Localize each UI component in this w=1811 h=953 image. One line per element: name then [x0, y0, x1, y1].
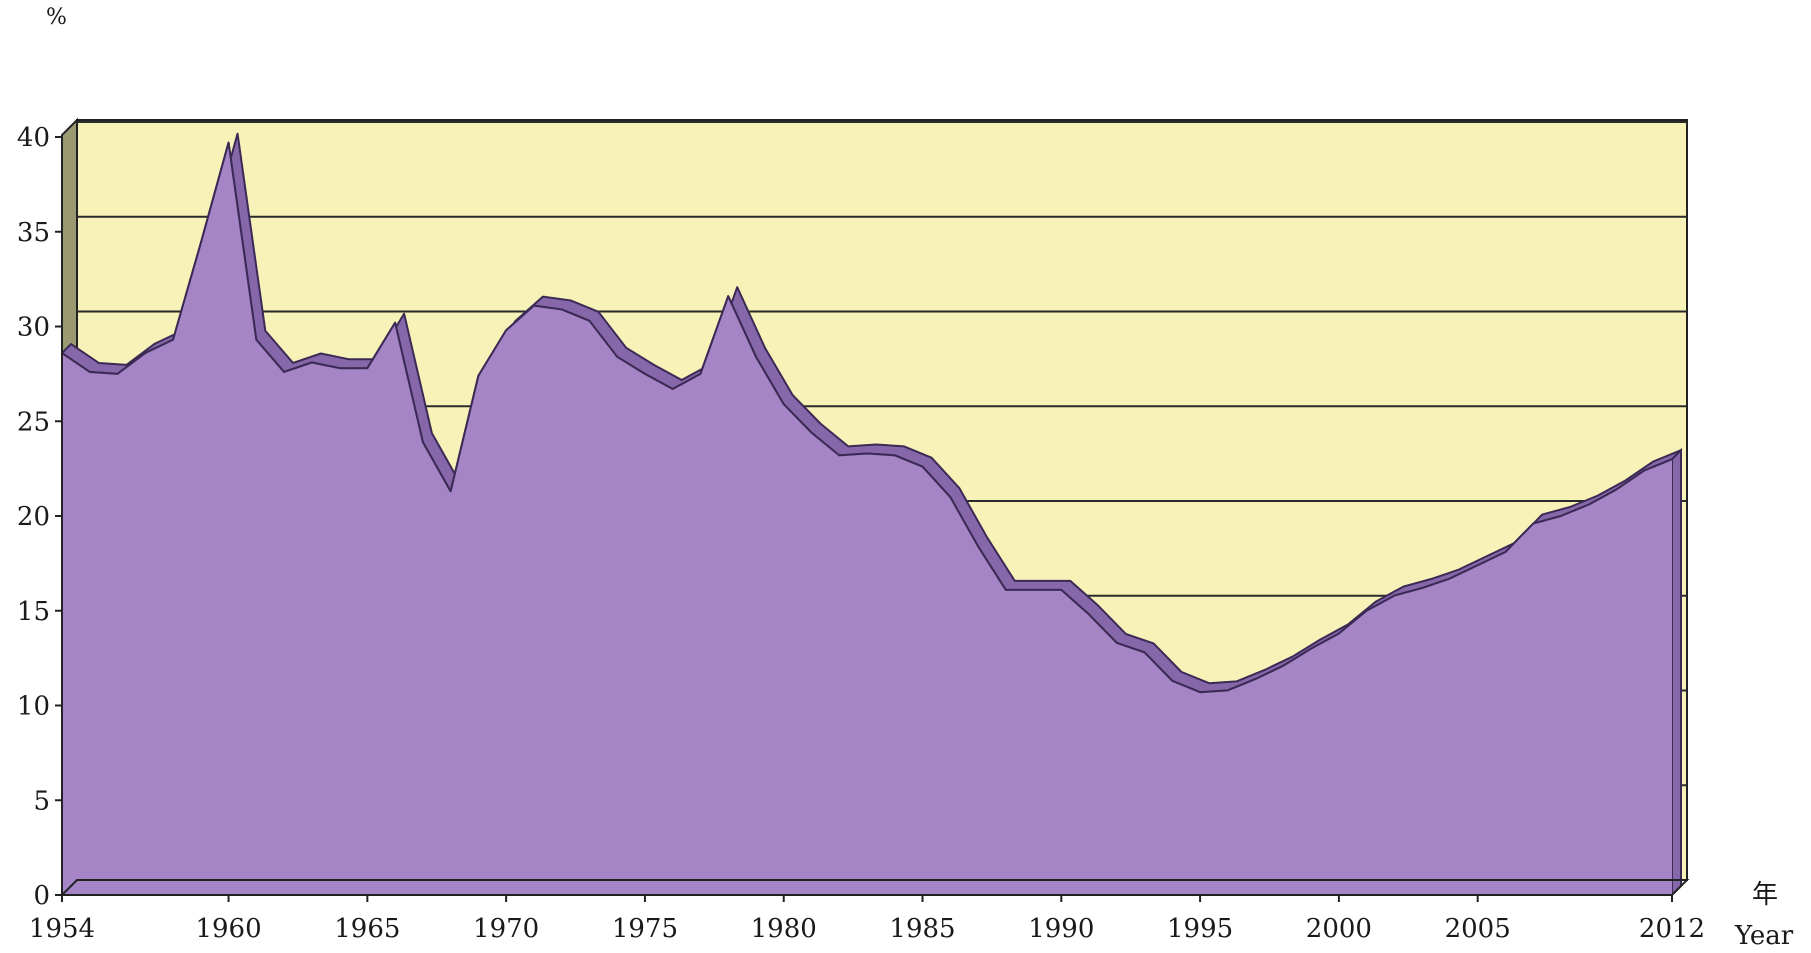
area-side-face	[1671, 447, 1682, 898]
area-fill	[62, 142, 1672, 895]
y-tick-label: 25	[17, 407, 50, 437]
x-tick-label: 1975	[612, 914, 678, 944]
y-axis-unit-label: %	[46, 5, 67, 30]
y-tick-label: 10	[17, 692, 50, 722]
y-tick-label: 5	[33, 786, 50, 816]
x-axis-name-english: Year	[1734, 921, 1794, 951]
x-tick-label: 1970	[473, 914, 539, 944]
x-tick-label: 2012	[1639, 914, 1705, 944]
x-tick-label: 1965	[334, 914, 400, 944]
x-axis-ticks: 1954 1960 1965 1970 1975 1980 1985 1990 1995 2000…	[29, 895, 1705, 944]
x-axis-name-chinese: 年	[1752, 880, 1778, 910]
x-tick-label: 1995	[1167, 914, 1233, 944]
plot-floor	[59, 879, 1690, 896]
x-tick-label: 1960	[195, 914, 261, 944]
y-tick-label: 30	[17, 313, 50, 343]
x-tick-label: 1980	[751, 914, 817, 944]
x-tick-label: 2000	[1306, 914, 1372, 944]
x-tick-label: 1954	[29, 914, 95, 944]
area-series-line	[61, 141, 1673, 694]
y-tick-label: 40	[17, 123, 50, 153]
y-axis-ticks: 0 5 10 15 20 25 30 35 40	[17, 123, 62, 911]
y-tick-label: 20	[17, 502, 50, 532]
y-tick-label: 35	[17, 218, 50, 248]
y-tick-label: 0	[33, 881, 50, 911]
x-tick-label: 1985	[889, 914, 955, 944]
x-tick-label: 2005	[1445, 914, 1511, 944]
x-tick-label: 1990	[1028, 914, 1094, 944]
y-tick-label: 15	[17, 597, 50, 627]
